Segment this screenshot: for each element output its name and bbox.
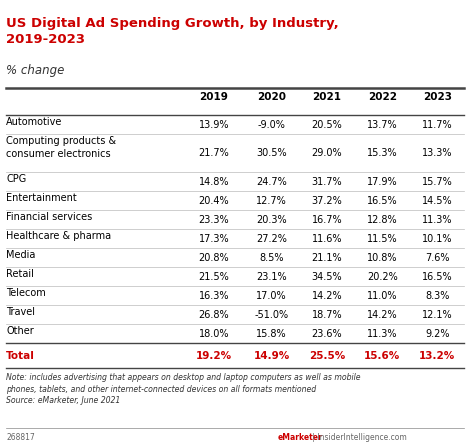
Text: 13.7%: 13.7% bbox=[367, 120, 398, 130]
Text: 17.3%: 17.3% bbox=[199, 234, 229, 244]
Text: Computing products &
consumer electronics: Computing products & consumer electronic… bbox=[6, 136, 116, 158]
Text: 16.5%: 16.5% bbox=[367, 196, 398, 206]
Text: 2022: 2022 bbox=[368, 92, 397, 102]
Text: 10.1%: 10.1% bbox=[422, 234, 453, 244]
Text: Entertainment: Entertainment bbox=[6, 193, 77, 203]
Text: | InsiderIntelligence.com: | InsiderIntelligence.com bbox=[310, 434, 407, 442]
Text: 13.9%: 13.9% bbox=[199, 120, 229, 130]
Text: 2019: 2019 bbox=[200, 92, 228, 102]
Text: 2023: 2023 bbox=[423, 92, 452, 102]
Text: 23.1%: 23.1% bbox=[256, 272, 287, 282]
Text: 27.2%: 27.2% bbox=[256, 234, 287, 244]
Text: 20.4%: 20.4% bbox=[199, 196, 229, 206]
Text: 34.5%: 34.5% bbox=[312, 272, 342, 282]
Text: 11.3%: 11.3% bbox=[367, 329, 398, 339]
Text: 21.7%: 21.7% bbox=[199, 149, 229, 158]
Text: 8.5%: 8.5% bbox=[259, 253, 284, 263]
Text: 13.2%: 13.2% bbox=[419, 351, 455, 361]
Text: eMarketer: eMarketer bbox=[278, 434, 323, 442]
Text: Note: includes advertising that appears on desktop and laptop computers as well : Note: includes advertising that appears … bbox=[6, 373, 360, 405]
Text: 8.3%: 8.3% bbox=[425, 291, 449, 301]
Text: 18.0%: 18.0% bbox=[199, 329, 229, 339]
Text: CPG: CPG bbox=[6, 174, 26, 184]
Text: 21.1%: 21.1% bbox=[312, 253, 342, 263]
Text: 19.2%: 19.2% bbox=[196, 351, 232, 361]
Text: 37.2%: 37.2% bbox=[312, 196, 343, 206]
Text: 20.3%: 20.3% bbox=[256, 215, 287, 225]
Text: 29.0%: 29.0% bbox=[312, 149, 342, 158]
Text: US Digital Ad Spending Growth, by Industry,
2019-2023: US Digital Ad Spending Growth, by Indust… bbox=[6, 17, 339, 46]
Text: 18.7%: 18.7% bbox=[312, 310, 342, 320]
Text: Total: Total bbox=[6, 351, 35, 361]
Text: 11.5%: 11.5% bbox=[367, 234, 398, 244]
Text: 23.6%: 23.6% bbox=[312, 329, 342, 339]
Text: Travel: Travel bbox=[6, 307, 35, 317]
Text: 14.2%: 14.2% bbox=[367, 310, 398, 320]
Text: 12.1%: 12.1% bbox=[422, 310, 453, 320]
Text: 16.5%: 16.5% bbox=[422, 272, 453, 282]
Text: 7.6%: 7.6% bbox=[425, 253, 450, 263]
Text: 11.6%: 11.6% bbox=[312, 234, 342, 244]
Text: -51.0%: -51.0% bbox=[254, 310, 289, 320]
Text: 2021: 2021 bbox=[313, 92, 342, 102]
Text: 10.8%: 10.8% bbox=[367, 253, 398, 263]
Text: 20.8%: 20.8% bbox=[199, 253, 229, 263]
Text: Other: Other bbox=[6, 326, 34, 336]
Text: 31.7%: 31.7% bbox=[312, 177, 342, 187]
Text: 14.2%: 14.2% bbox=[312, 291, 342, 301]
Text: 26.8%: 26.8% bbox=[199, 310, 229, 320]
Text: 15.7%: 15.7% bbox=[422, 177, 453, 187]
Text: 14.9%: 14.9% bbox=[253, 351, 290, 361]
Text: Financial services: Financial services bbox=[6, 212, 92, 222]
Text: 268817: 268817 bbox=[6, 434, 35, 442]
Text: 12.8%: 12.8% bbox=[367, 215, 398, 225]
Text: 23.3%: 23.3% bbox=[199, 215, 229, 225]
Text: 16.3%: 16.3% bbox=[199, 291, 229, 301]
Text: 21.5%: 21.5% bbox=[199, 272, 229, 282]
Text: 15.6%: 15.6% bbox=[364, 351, 400, 361]
Text: 9.2%: 9.2% bbox=[425, 329, 450, 339]
Text: 20.5%: 20.5% bbox=[312, 120, 343, 130]
Text: Retail: Retail bbox=[6, 269, 34, 279]
Text: Telecom: Telecom bbox=[6, 288, 46, 298]
Text: 2020: 2020 bbox=[257, 92, 286, 102]
Text: -9.0%: -9.0% bbox=[258, 120, 285, 130]
Text: 17.0%: 17.0% bbox=[256, 291, 287, 301]
Text: 15.8%: 15.8% bbox=[256, 329, 287, 339]
Text: 30.5%: 30.5% bbox=[256, 149, 287, 158]
Text: 24.7%: 24.7% bbox=[256, 177, 287, 187]
Text: 11.7%: 11.7% bbox=[422, 120, 453, 130]
Text: 20.2%: 20.2% bbox=[367, 272, 398, 282]
Text: 13.3%: 13.3% bbox=[422, 149, 453, 158]
Text: % change: % change bbox=[6, 64, 64, 77]
Text: 11.3%: 11.3% bbox=[422, 215, 453, 225]
Text: 17.9%: 17.9% bbox=[367, 177, 398, 187]
Text: Media: Media bbox=[6, 250, 35, 260]
Text: 16.7%: 16.7% bbox=[312, 215, 342, 225]
Text: 14.5%: 14.5% bbox=[422, 196, 453, 206]
Text: 14.8%: 14.8% bbox=[199, 177, 229, 187]
Text: 11.0%: 11.0% bbox=[367, 291, 398, 301]
Text: 15.3%: 15.3% bbox=[367, 149, 398, 158]
Text: Healthcare & pharma: Healthcare & pharma bbox=[6, 231, 111, 241]
Text: 12.7%: 12.7% bbox=[256, 196, 287, 206]
Text: Automotive: Automotive bbox=[6, 117, 63, 127]
Text: 25.5%: 25.5% bbox=[309, 351, 345, 361]
